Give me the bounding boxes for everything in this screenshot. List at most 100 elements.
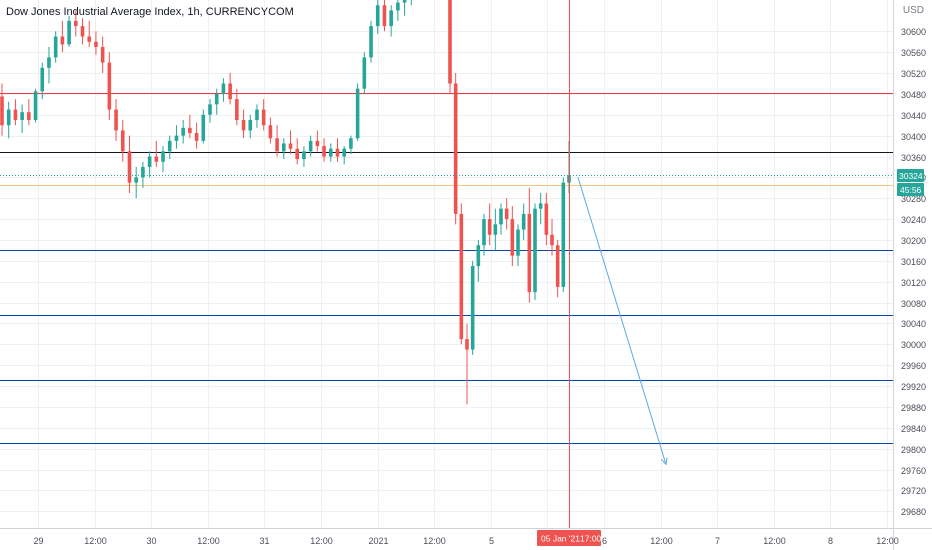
candle-body [114,109,118,131]
candle-body [402,0,407,3]
candle-body [521,213,526,230]
time-tick-label: 12:00 [763,536,786,546]
time-tick-label: 12:00 [650,536,673,546]
candle-body [208,104,212,115]
candle-body [161,151,165,162]
candle-body [147,156,152,167]
chart-grid [0,0,893,528]
time-tick-label: 29 [33,536,43,546]
price-axis-bg [893,0,932,550]
candle-body [487,219,492,235]
countdown-tag [897,183,924,196]
candle-body [80,26,85,37]
candle-body [382,5,387,27]
candle-body [87,36,92,42]
time-tick-label: 12:00 [876,536,899,546]
price-tick-label: 29960 [901,361,926,371]
candle-body [134,177,138,183]
candle-body [510,219,515,256]
last-price-tag [897,169,924,182]
candle-body [154,156,159,162]
candle-body [322,146,326,157]
price-tick-label: 30280 [901,194,926,204]
price-tick-label: 29840 [901,424,926,434]
candle-body [504,208,509,220]
time-tick-label: 31 [259,536,269,546]
candle-body [20,112,24,120]
candle-body [459,213,464,340]
candle-body [127,151,132,183]
candle-body [188,127,192,134]
candle-body [107,62,112,110]
candle-body [328,148,333,157]
candle-body [228,83,232,100]
candle-body [268,125,273,139]
candle-body [369,26,373,58]
crosshair-date-label: 05 Jan '21 [541,534,580,544]
time-tick-label: 12:00 [197,536,220,546]
last-price-label: 30324 [899,171,923,181]
symbol-title[interactable]: Dow Jones Industrial Average Index, 1h, … [6,6,294,18]
candle-body [181,127,185,136]
candle-body [241,120,246,131]
candle-body [120,130,125,152]
candle-body [53,36,58,58]
candle-body [33,91,38,120]
candle-body [282,143,286,152]
candle-body [60,36,65,45]
candle-body [6,109,11,126]
candle-body [221,83,226,94]
price-tick-label: 30120 [901,278,926,288]
candle-body [174,135,179,141]
candle-body [235,99,239,120]
price-tick-label: 29920 [901,382,926,392]
candle-body [533,208,537,293]
chart-overlay [0,0,893,528]
time-tick-label: 2021 [368,536,388,546]
price-tick-label: 30200 [901,236,926,246]
candle-body [527,213,532,293]
candle-body [100,46,105,63]
candle-body [470,266,475,350]
candle-body [248,120,253,131]
crosshair-time-label: 17:00 [580,534,602,544]
candle-body [349,138,353,149]
candle-body [493,224,498,235]
price-tick-label: 30520 [901,69,926,79]
candle-body [544,203,549,235]
candle-body [167,140,172,152]
candle-body [561,182,566,287]
currency-label[interactable]: USD [902,5,924,16]
projection-arrow-line [577,177,667,465]
candle-body [302,151,306,160]
candle-body [13,109,18,120]
price-tick-label: 30480 [901,90,926,100]
countdown-label: 45:56 [900,185,922,195]
time-tick-label: 12:00 [423,536,446,546]
candle-body [375,5,380,27]
candle-body [40,67,45,92]
candle-body [355,88,360,139]
time-tick-label: 8 [828,536,833,546]
price-axis[interactable]: 3060030560305203048030440304003036030320… [893,0,932,550]
price-tick-label: 30000 [901,340,926,350]
time-tick-label: 5 [489,536,494,546]
price-tick-label: 29800 [901,445,926,455]
candle-body [261,109,266,126]
time-axis[interactable]: 29 12:00 30 12:00 31 12:00 2021 12:00 5 12:00 6 12:… [0,528,932,547]
candle-body [74,20,78,27]
price-tick-label: 29680 [901,507,926,517]
candle-body [482,219,486,246]
candle-body [555,245,560,287]
price-tick-label: 30240 [901,215,926,225]
candle-body [288,143,293,149]
price-tick-label: 30040 [901,319,926,329]
price-tick-label: 30560 [901,48,926,58]
price-tick-label: 29720 [901,486,926,496]
candle-body [453,83,458,214]
candle-body [308,140,313,152]
time-tick-label: 12:00 [84,536,107,546]
candle-body [448,0,452,84]
candlestick-series [0,0,571,405]
